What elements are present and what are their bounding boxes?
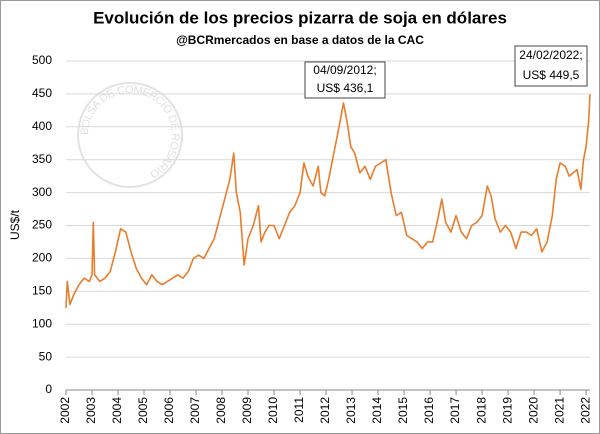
x-tick-label: 2015	[396, 397, 410, 424]
y-tick-label: 450	[32, 86, 52, 100]
x-tick-label: 2008	[214, 397, 228, 424]
annotation-text: US$ 449,5	[523, 68, 580, 82]
x-tick-label: 2011	[292, 397, 306, 423]
chart-subtitle: @BCRmercados en base a datos de la CAC	[176, 33, 424, 47]
y-tick-label: 100	[32, 316, 52, 330]
x-tick-label: 2019	[500, 397, 514, 424]
y-tick-label: 350	[32, 152, 52, 166]
x-tick-label: 2003	[84, 397, 98, 424]
annotation-text: US$ 436,1	[317, 81, 374, 95]
x-tick-label: 2018	[474, 397, 488, 424]
x-tick-label: 2004	[110, 397, 124, 424]
x-tick-label: 2006	[162, 397, 176, 424]
y-tick-label: 0	[45, 382, 52, 396]
y-tick-label: 250	[32, 218, 52, 232]
x-tick-label: 2009	[240, 397, 254, 424]
x-tick-label: 2002	[58, 397, 72, 424]
annotation-text: 04/09/2012;	[313, 63, 376, 77]
watermark-ring	[77, 82, 183, 188]
y-tick-label: 400	[32, 119, 52, 133]
x-tick-label: 2020	[526, 397, 540, 424]
y-tick-label: 200	[32, 251, 52, 265]
x-tick-label: 2007	[188, 397, 202, 424]
y-tick-label: 300	[32, 185, 52, 199]
x-tick-label: 2014	[370, 397, 384, 424]
y-tick-label: 500	[32, 53, 52, 67]
x-tick-label: 2022	[578, 397, 592, 424]
y-tick-label: 150	[32, 283, 52, 297]
annotation-box	[304, 61, 386, 99]
y-axis-label: US$/t	[8, 209, 22, 240]
chart-title: Evolución de los precios pizarra de soja…	[93, 8, 507, 27]
annotation-box	[514, 45, 588, 87]
x-tick-label: 2005	[136, 397, 150, 424]
x-tick-label: 2016	[422, 397, 436, 424]
x-tick-label: 2012	[318, 397, 332, 424]
x-tick-label: 2010	[266, 397, 280, 424]
x-tick-label: 2013	[344, 397, 358, 424]
data-line	[65, 94, 591, 308]
annotation-text: 24/02/2022;	[519, 48, 582, 62]
x-tick-label: 2021	[552, 397, 566, 424]
y-tick-label: 50	[39, 349, 53, 363]
x-tick-label: 2017	[448, 397, 462, 424]
